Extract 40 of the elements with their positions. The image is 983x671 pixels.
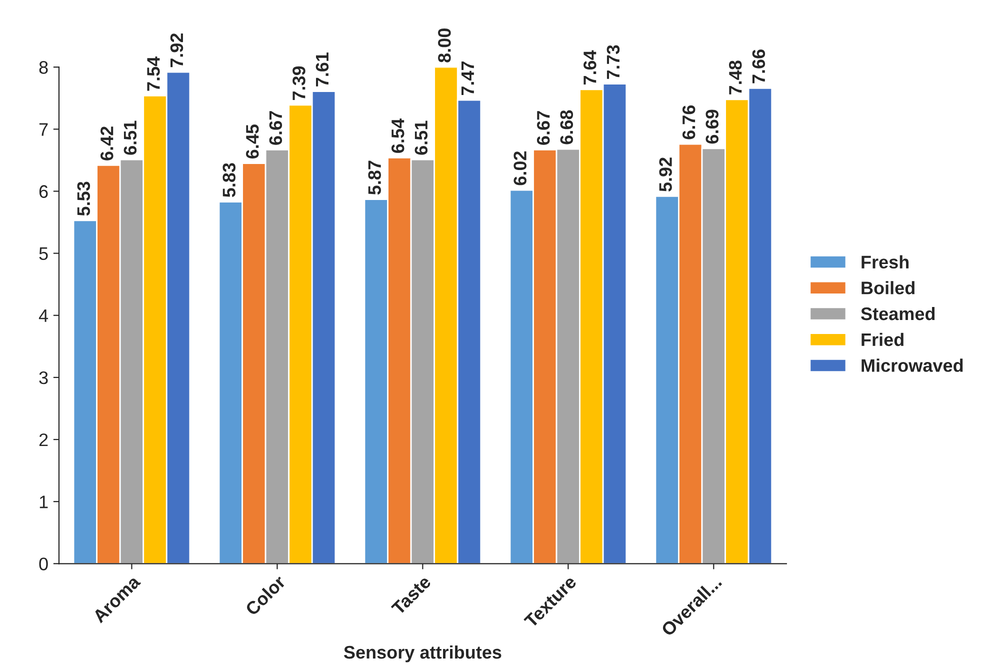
legend-label: Boiled [862,281,914,294]
data-label: 7.73 [606,45,620,79]
data-label: 6.67 [536,111,550,145]
data-label: 6.45 [246,124,259,158]
legend-label: Steamed [861,306,935,320]
legend-label: Fried [862,332,904,346]
y-tick-label: 4 [38,309,48,322]
x-axis-title: Sensory attributes [344,645,502,662]
data-label: 6.51 [124,120,137,155]
y-tick-label: 8 [39,61,48,74]
data-label: 7.92 [170,33,184,68]
y-tick-label: 6 [39,185,48,198]
legend-label: Fresh [862,255,909,268]
data-label: 6.54 [391,118,404,153]
y-tick-label: 0 [39,558,48,570]
data-label: 5.83 [222,163,236,198]
y-tick-label: 7 [39,123,48,136]
data-label: 5.92 [659,158,672,192]
data-label: 5.87 [368,160,381,195]
data-label: 7.48 [728,60,742,94]
data-label: 7.54 [147,56,160,91]
data-label: 5.53 [77,182,90,216]
data-label: 6.69 [706,110,719,144]
y-tick-label: 5 [39,247,48,260]
legend-label: Microwaved [862,358,963,372]
data-label: 7.66 [752,50,766,84]
data-label: 6.42 [100,126,114,160]
y-tick-label: 2 [39,433,48,446]
y-tick-label: 3 [39,371,48,384]
data-label: 6.02 [514,151,526,186]
y-tick-label: 1 [40,496,48,508]
data-label: 6.68 [560,110,574,144]
data-label: 7.61 [316,52,329,86]
data-label: 7.47 [461,61,474,96]
data-label: 8.00 [438,28,451,62]
data-label: 6.67 [269,111,282,145]
data-label: 6.76 [682,105,696,140]
data-label: 6.51 [414,120,428,155]
data-label: 7.64 [584,50,596,84]
data-label: 7.39 [292,66,306,100]
